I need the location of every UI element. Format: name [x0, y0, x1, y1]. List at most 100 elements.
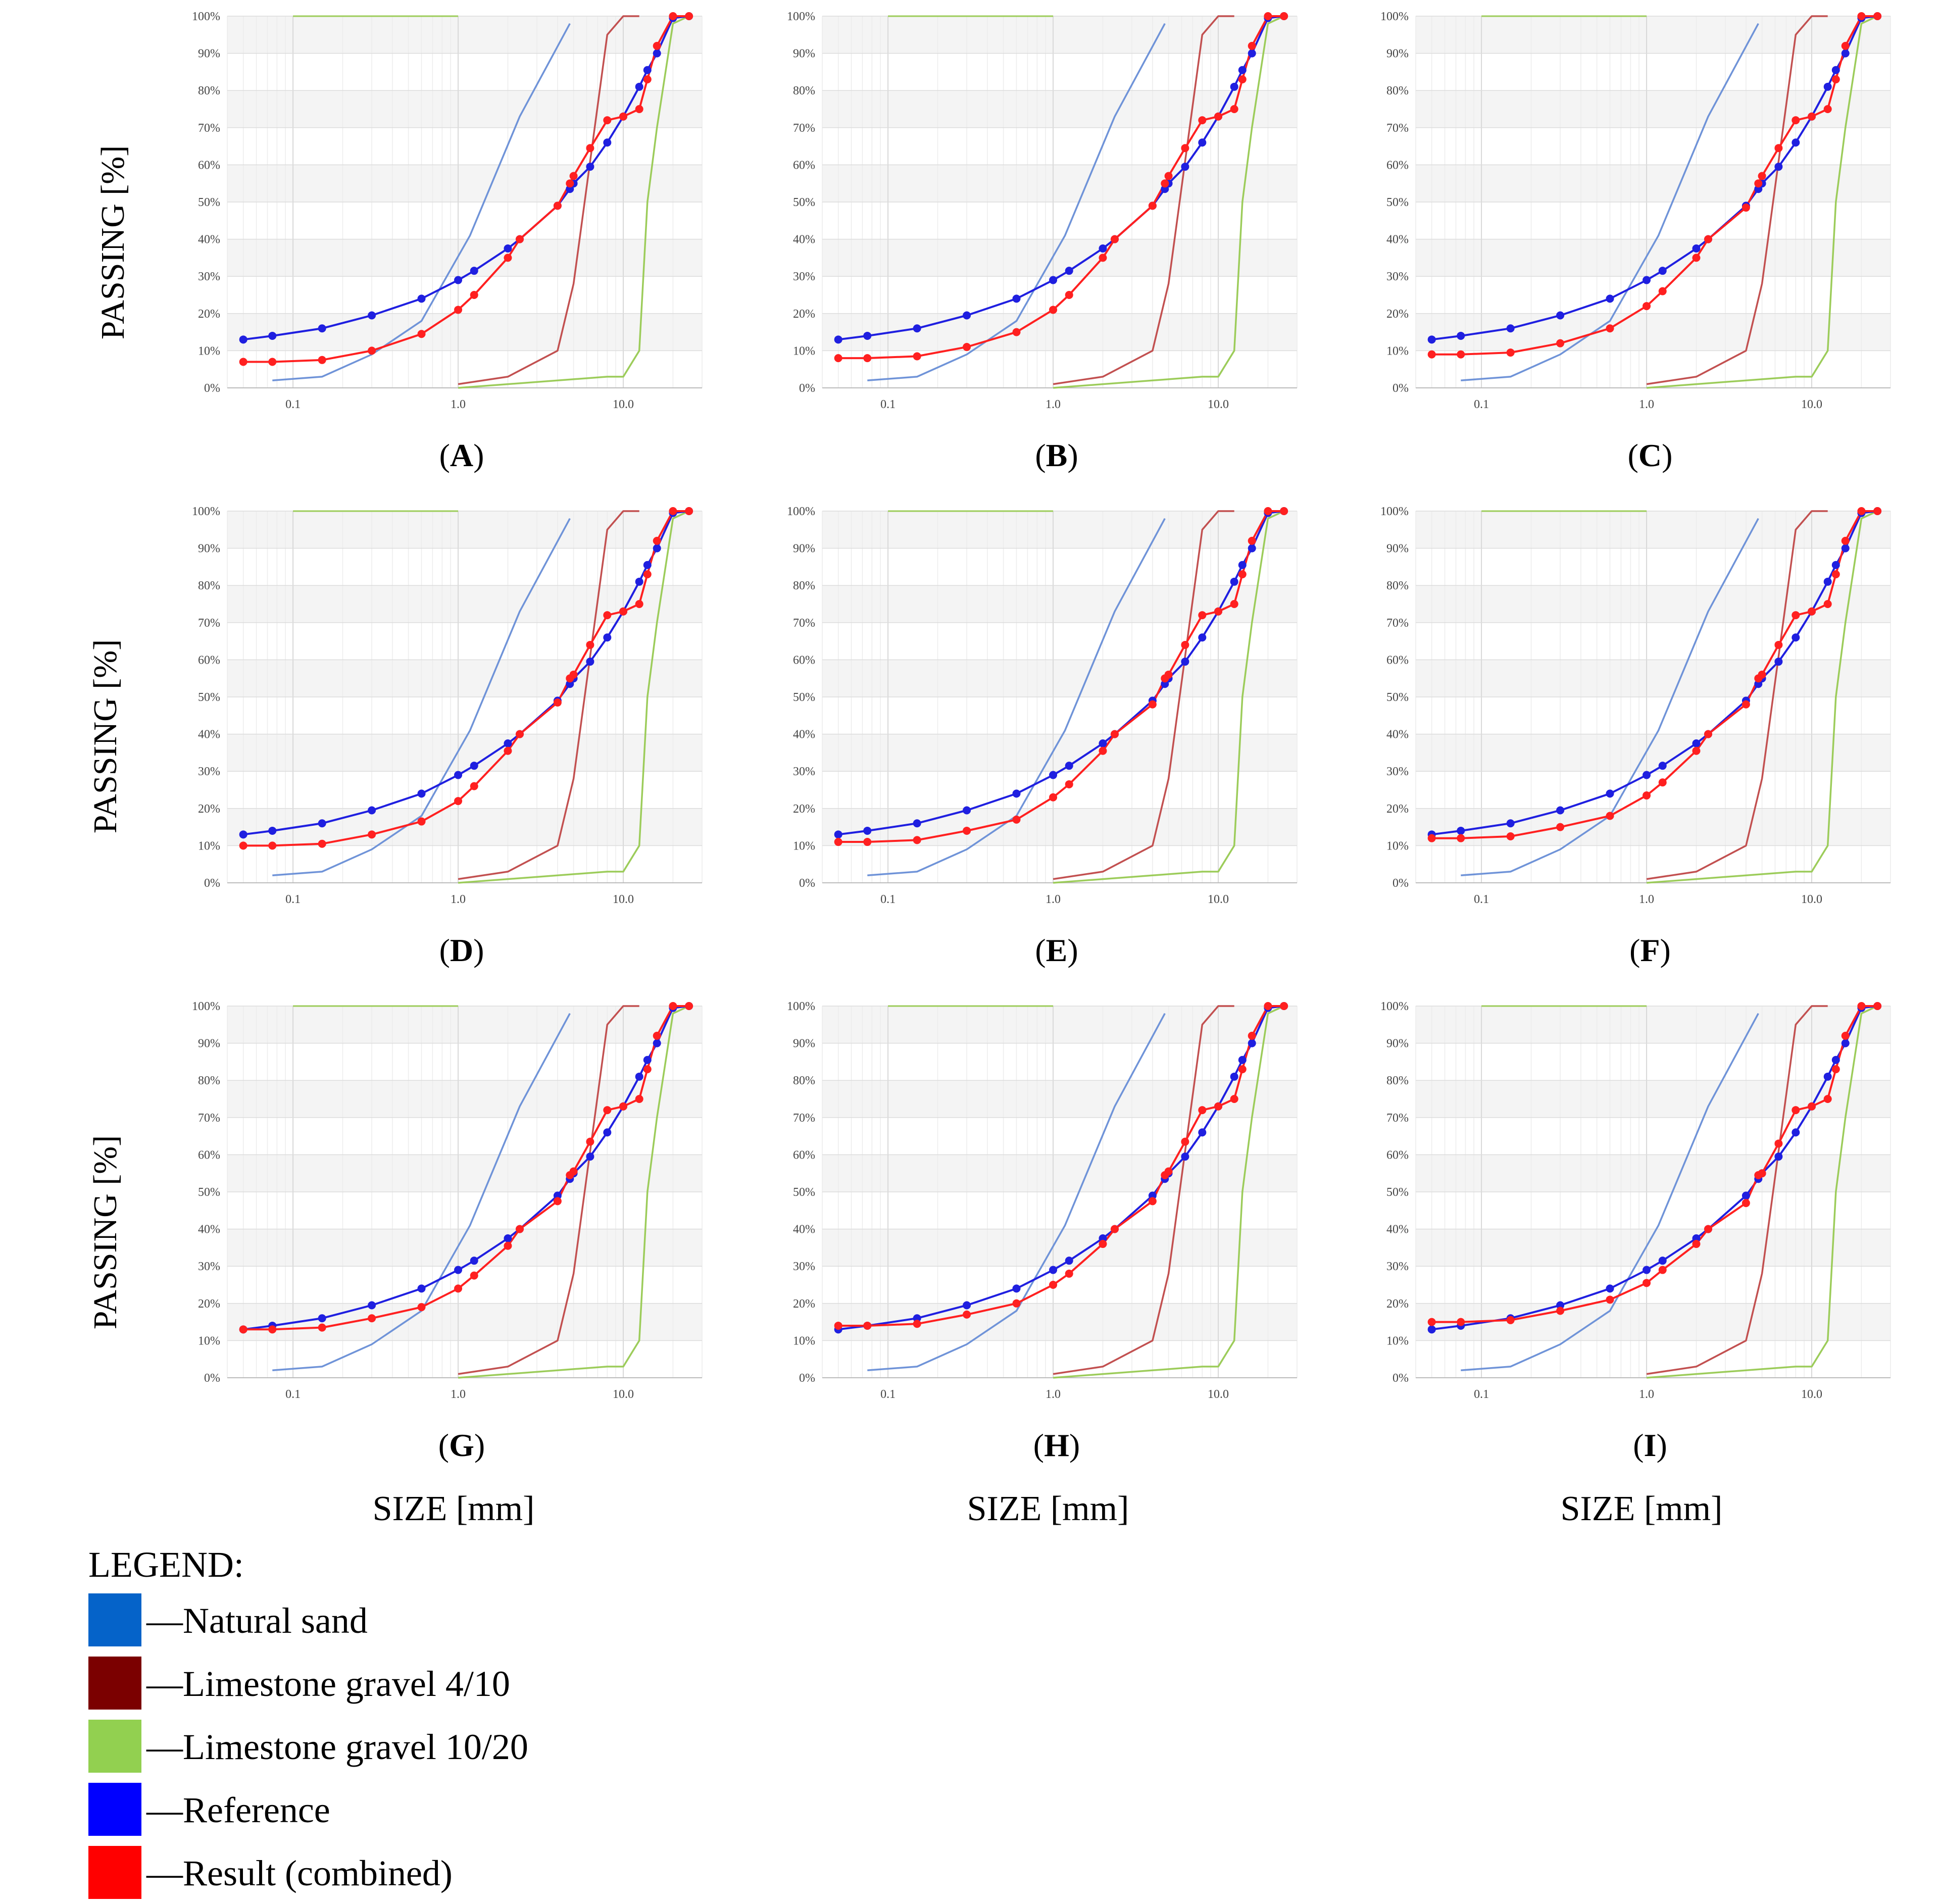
- reference-point: [1506, 819, 1515, 828]
- reference-point: [368, 311, 376, 320]
- reference-point: [1823, 1072, 1832, 1081]
- reference-point: [1742, 1191, 1750, 1200]
- grid-band: [822, 585, 1297, 623]
- result-point: [268, 1325, 277, 1334]
- result-point: [1606, 324, 1614, 333]
- result-point: [1099, 254, 1107, 262]
- result-point: [417, 817, 426, 826]
- result-point: [1692, 746, 1701, 755]
- x-tick-label: 1.0: [1639, 1388, 1654, 1401]
- legend-label: —Limestone gravel 4/10: [146, 1664, 510, 1704]
- result-point: [318, 839, 326, 848]
- reference-point: [834, 830, 842, 839]
- y-tick-label: 50%: [793, 691, 815, 704]
- result-point: [603, 611, 612, 620]
- chart-panel-G: 0% 10% 20% 30% 40% 50% 60% 70% 80% 90% 100% 0.1 1.0 1…: [192, 1000, 703, 1463]
- y-tick-label: 60%: [793, 1148, 815, 1162]
- result-point: [1238, 1065, 1247, 1074]
- y-tick-label: 20%: [1386, 1297, 1409, 1311]
- x-tick-label: 0.1: [1474, 1388, 1489, 1401]
- reference-point: [454, 276, 463, 284]
- grid-band: [1416, 511, 1891, 548]
- reference-point: [1049, 771, 1058, 779]
- result-point: [653, 1031, 661, 1040]
- y-tick-label: 90%: [1386, 542, 1409, 556]
- legend-swatch: [88, 1720, 141, 1773]
- grid-band: [227, 660, 702, 697]
- result-point: [1427, 834, 1436, 842]
- y-tick-label: 30%: [198, 270, 220, 283]
- reference-point: [1065, 267, 1073, 275]
- y-tick-label: 0%: [204, 1372, 220, 1385]
- y-tick-label: 80%: [793, 84, 815, 97]
- reference-point: [643, 1056, 652, 1064]
- y-axis-label-row-3: PASSING [%]: [87, 1135, 124, 1329]
- result-point: [1692, 254, 1701, 262]
- series-limestone-4-10-line: [1646, 15, 1828, 385]
- data-points: [834, 507, 1288, 846]
- reference-point: [1065, 762, 1073, 770]
- legend-title: LEGEND:: [88, 1544, 244, 1585]
- reference-point: [913, 819, 921, 828]
- result-point: [239, 358, 247, 366]
- reference-point: [1427, 335, 1436, 344]
- result-point: [1831, 75, 1840, 84]
- result-point: [1148, 202, 1157, 210]
- result-point: [1606, 1295, 1614, 1304]
- grid-band: [227, 1080, 702, 1118]
- reference-point: [1823, 577, 1832, 586]
- reference-point: [1792, 1128, 1800, 1137]
- reference-point: [318, 819, 326, 828]
- y-axis-label-row-1: PASSING [%]: [94, 145, 131, 339]
- result-point: [1841, 1031, 1850, 1040]
- y-tick-label: 80%: [1386, 579, 1409, 592]
- result-point: [1110, 1225, 1119, 1233]
- result-point: [1164, 1167, 1173, 1176]
- y-tick-label: 40%: [198, 728, 220, 741]
- panel-label-letter: I: [1644, 1427, 1657, 1463]
- y-tick-label: 90%: [1386, 47, 1409, 61]
- y-tick-label: 0%: [204, 877, 220, 890]
- legend-item: —Reference: [88, 1783, 330, 1836]
- result-point: [619, 607, 628, 616]
- reference-point: [963, 1301, 971, 1310]
- reference-point: [239, 830, 247, 839]
- panel-label-open: (: [1035, 932, 1046, 968]
- data-points: [1427, 12, 1882, 359]
- y-tick-label: 80%: [1386, 1074, 1409, 1087]
- reference-point: [635, 1072, 643, 1081]
- reference-point: [268, 826, 277, 835]
- result-point: [1606, 812, 1614, 820]
- series-natural-sand-line: [272, 518, 571, 877]
- grid-band: [227, 511, 702, 548]
- y-tick-label: 10%: [793, 1334, 815, 1347]
- y-tick-label: 0%: [1392, 1372, 1409, 1385]
- result-point: [1742, 1199, 1750, 1208]
- panel-label-open: (: [438, 1427, 449, 1463]
- x-tick-label: 0.1: [880, 398, 896, 411]
- result-point: [1857, 507, 1866, 515]
- y-tick-label: 50%: [1386, 691, 1409, 704]
- y-tick-label: 60%: [793, 159, 815, 172]
- result-point: [1643, 791, 1651, 800]
- result-point: [1099, 1240, 1107, 1248]
- series-limestone-10-20-line: [458, 510, 689, 884]
- result-point: [1230, 600, 1238, 608]
- reference-point: [863, 331, 872, 340]
- x-tick-label: 1.0: [1046, 398, 1061, 411]
- series-limestone-4-10-line: [458, 510, 639, 880]
- reference-point: [1556, 311, 1565, 320]
- result-point: [1181, 144, 1189, 153]
- series-limestone-10-20-line: [458, 15, 689, 389]
- series-limestone-10-20-line: [1053, 510, 1284, 884]
- result-point: [653, 536, 661, 545]
- panel-label-close: ): [1662, 437, 1672, 473]
- result-point: [1164, 172, 1173, 180]
- reference-point: [1457, 826, 1465, 835]
- result-point: [1704, 1225, 1712, 1233]
- reference-point: [1658, 267, 1667, 275]
- panel-label-open: (: [1035, 437, 1046, 473]
- chart-panel-A: 0% 10% 20% 30% 40% 50% 60% 70% 80% 90% 100% 0.1 1.0 1…: [192, 10, 703, 473]
- result-point: [834, 838, 842, 846]
- panel-label-close: ): [473, 437, 484, 473]
